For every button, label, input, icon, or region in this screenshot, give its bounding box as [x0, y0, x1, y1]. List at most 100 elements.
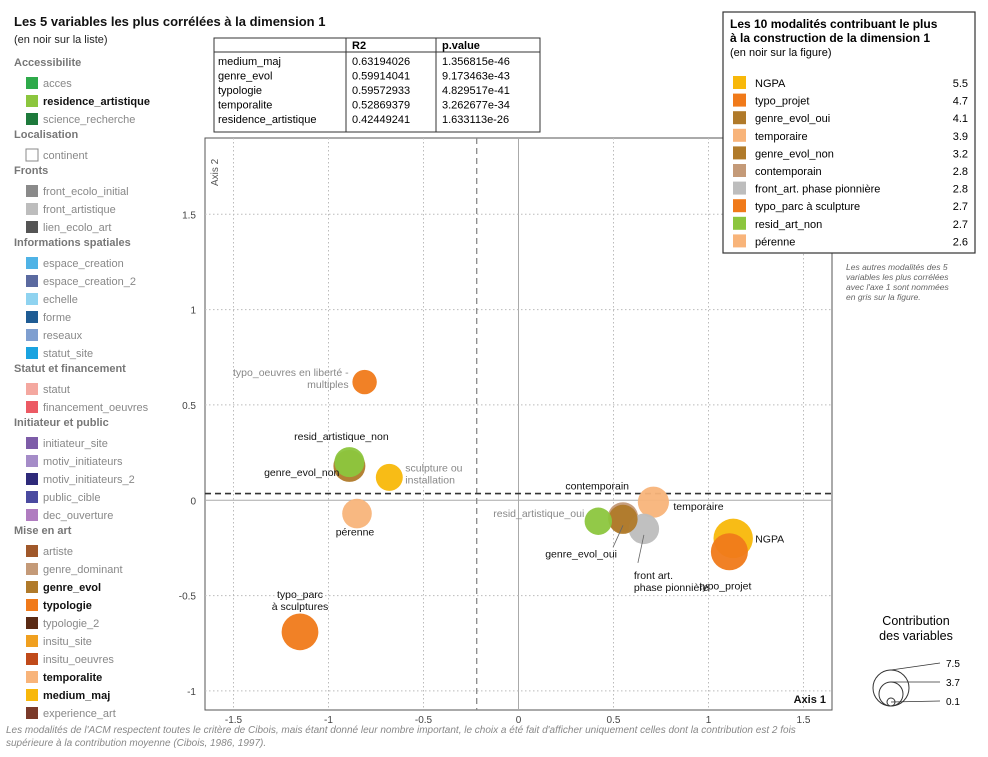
correlation-table: R2 p.value medium_maj 0.63194026 1.356815e…: [213, 37, 541, 133]
point-label: temporaire: [673, 501, 723, 513]
legend-item-label: typologie: [43, 600, 92, 612]
y-tick-label: 0: [190, 496, 196, 507]
point-label: genre_evol_non: [264, 467, 339, 479]
point-label: sculpture ou installation: [405, 462, 462, 486]
size-legend-line: [890, 700, 941, 703]
top10-value: 2.8: [953, 184, 968, 196]
size-legend-value: 0.1: [946, 697, 960, 708]
legend-swatch: [26, 347, 38, 359]
legend-group-title: Accessibilite: [14, 57, 81, 69]
point-label: front art. phase pionnière: [634, 570, 709, 594]
legend-item-label: financement_oeuvres: [43, 402, 149, 414]
table-cell-r2: 0.63194026: [352, 56, 410, 68]
legend-item-label: acces: [43, 78, 72, 90]
legend-item-label: reseaux: [43, 330, 83, 342]
data-point: [608, 504, 638, 534]
top10-subtitle: (en noir sur la figure): [730, 47, 832, 59]
legend-item-label: motiv_initiateurs_2: [43, 474, 135, 486]
point-label-line: pérenne: [336, 527, 375, 539]
top10-label: NGPA: [755, 78, 786, 90]
top10-value: 2.8: [953, 166, 968, 178]
point-label-line: installation: [405, 474, 455, 486]
point-label-line: NGPA: [755, 533, 784, 545]
legend-swatch: [26, 563, 38, 575]
data-point: [281, 613, 319, 651]
top10-swatch: [733, 93, 746, 107]
point-label-line: temporaire: [673, 501, 723, 513]
footnote-line-2: supérieure à la contribution moyenne (Ci…: [6, 738, 266, 749]
table-cell-variable: medium_maj: [218, 56, 281, 68]
point-label-line: phase pionnière: [634, 582, 709, 594]
data-point: [584, 507, 613, 535]
legend-item-label: front_artistique: [43, 204, 116, 216]
side-note-line: variables les plus corrélées: [846, 272, 949, 282]
top10-value: 5.5: [953, 78, 968, 90]
top10-swatch: [733, 164, 746, 177]
legend-swatch: [26, 635, 38, 647]
point-label-line: genre_evol_non: [264, 467, 339, 479]
x-tick-label: 0.5: [607, 715, 621, 726]
top10-swatch: [733, 216, 746, 230]
top10-legend-box: Les 10 modalités contribuant le plus à l…: [722, 11, 976, 254]
legend-item-label: espace_creation_2: [43, 276, 136, 288]
legend-swatch: [26, 437, 38, 449]
top10-swatch: [733, 234, 746, 248]
page-subtitle: (en noir sur la liste): [14, 34, 108, 46]
size-legend-title-1: Contribution: [882, 614, 949, 628]
legend-item-label: insitu_oeuvres: [43, 654, 114, 666]
legend-item-label: continent: [43, 150, 88, 162]
point-label-line: contemporain: [565, 480, 629, 492]
legend-item-label: artiste: [43, 546, 73, 558]
top10-label: genre_evol_non: [755, 148, 834, 160]
size-legend-circle: [878, 681, 904, 707]
size-legend-value: 3.7: [946, 678, 960, 689]
point-label: resid_artistique_oui: [493, 508, 584, 520]
legend-item-label: front_ecolo_initial: [43, 186, 129, 198]
y-tick-label: 0.5: [182, 401, 196, 412]
x-tick-label: -1: [324, 715, 333, 726]
top10-swatch: [733, 76, 746, 89]
top10-value: 2.7: [953, 219, 968, 231]
point-label: contemporain: [565, 480, 629, 492]
point-label-line: resid_artistique_oui: [493, 508, 584, 520]
legend-swatch: [26, 653, 38, 665]
legend-swatch: [26, 77, 38, 89]
side-note-line: Les autres modalités des 5: [846, 262, 948, 272]
legend-group-title: Initiateur et public: [14, 417, 109, 429]
leader-line: [612, 525, 624, 548]
legend-swatch: [26, 599, 38, 611]
legend-item-label: residence_artistique: [43, 96, 150, 108]
table-header-pvalue: p.value: [442, 40, 480, 52]
x-tick-label: 1: [706, 715, 712, 726]
table-cell-variable: typologie: [218, 85, 262, 97]
legend-swatch: [26, 311, 38, 323]
top10-swatch: [733, 146, 746, 160]
legend-swatch: [26, 473, 38, 485]
table-cell-r2: 0.59572933: [352, 85, 410, 97]
table-cell-pvalue: 1.356815e-46: [442, 56, 510, 68]
legend-swatch: [26, 581, 38, 593]
data-point: [334, 447, 365, 478]
table-cell-variable: genre_evol: [218, 71, 272, 83]
point-label-line: front art.: [634, 570, 673, 582]
top10-label: contemporain: [755, 166, 822, 178]
legend-group-title: Fronts: [14, 165, 48, 177]
point-label: genre_evol_oui: [545, 548, 617, 560]
top10-label: genre_evol_oui: [755, 113, 830, 125]
x-tick-label: -1.5: [225, 715, 243, 726]
legend-swatch: [26, 275, 38, 287]
table-cell-variable: temporalite: [218, 100, 272, 112]
top10-value: 4.7: [953, 96, 968, 108]
page-title: Les 5 variables les plus corrélées à la …: [14, 14, 325, 29]
y-tick-label: 1.5: [182, 210, 196, 221]
footnote-line-1: Les modalités de l'ACM respectent toutes…: [6, 725, 796, 736]
table-cell-pvalue: 3.262677e-34: [442, 100, 510, 112]
legend-item-label: science_recherche: [43, 114, 135, 126]
leader-line: [637, 534, 645, 563]
top10-label: typo_projet: [755, 96, 809, 108]
x-axis-label: Axis 1: [794, 694, 826, 706]
data-point: [342, 498, 372, 529]
legend-group-title: Statut et financement: [14, 363, 126, 375]
